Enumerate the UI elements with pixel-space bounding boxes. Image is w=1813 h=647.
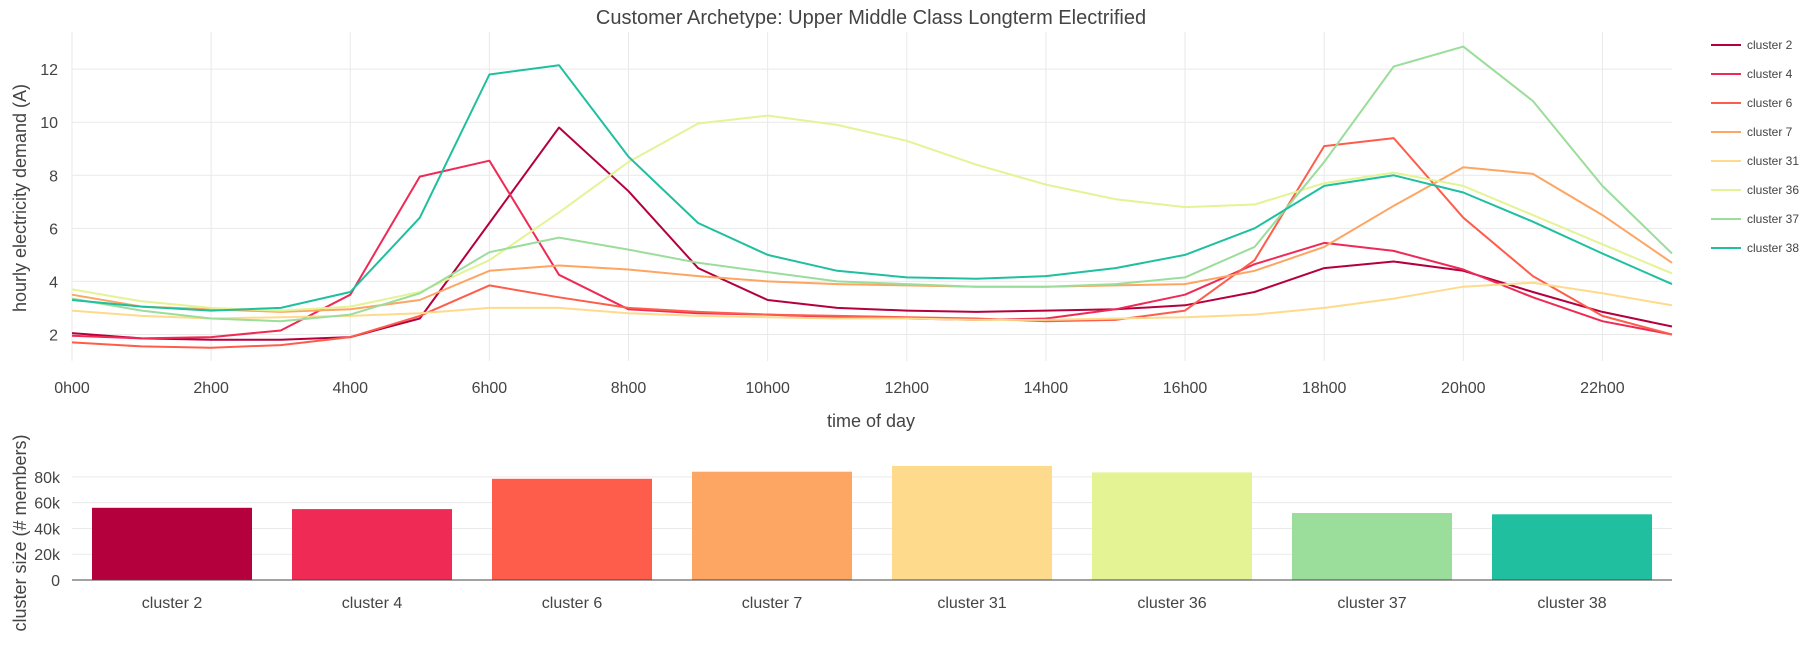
bar-cluster-36 bbox=[1092, 472, 1252, 580]
legend-label: cluster 37 bbox=[1747, 212, 1799, 226]
bar-cluster-6 bbox=[492, 478, 652, 580]
legend-label: cluster 36 bbox=[1747, 183, 1799, 197]
line-y-tick-label: 10 bbox=[40, 115, 58, 132]
series-line-cluster-38 bbox=[71, 64, 1673, 312]
series-line-cluster-7 bbox=[71, 166, 1673, 313]
line-x-tick-label: 8h00 bbox=[611, 380, 647, 397]
bar-cluster-7 bbox=[692, 471, 852, 580]
line-x-tick-label: 4h00 bbox=[332, 380, 368, 397]
legend-label: cluster 38 bbox=[1747, 241, 1799, 255]
bar-cluster-31 bbox=[892, 465, 1052, 580]
line-x-tick-label: 20h00 bbox=[1441, 380, 1486, 397]
line-x-tick-label: 6h00 bbox=[472, 380, 508, 397]
bar-y-axis-title: cluster size (# members) bbox=[10, 434, 30, 631]
line-y-tick-label: 8 bbox=[49, 168, 58, 185]
line-x-tick-label: 16h00 bbox=[1163, 380, 1208, 397]
bar-y-tick-label: 80k bbox=[34, 470, 61, 487]
bar-x-tick-label: cluster 6 bbox=[542, 595, 603, 612]
bar-x-tick-label: cluster 38 bbox=[1537, 595, 1606, 612]
series-line-cluster-6 bbox=[71, 137, 1673, 349]
legend-label: cluster 2 bbox=[1747, 38, 1793, 52]
series-line-cluster-36 bbox=[71, 114, 1673, 312]
bar-cluster-4 bbox=[292, 509, 452, 580]
bar-cluster-2 bbox=[92, 507, 252, 580]
bar-x-tick-label: cluster 37 bbox=[1337, 595, 1406, 612]
line-chart-panel: 0h00 2h00 4h00 6h00 8h00 10h00 12h00 14h00 16h00… bbox=[40, 32, 1673, 397]
chart-title: Customer Archetype: Upper Middle Class L… bbox=[596, 7, 1146, 29]
bar-x-tick-label: cluster 31 bbox=[937, 595, 1006, 612]
bar-cluster-37 bbox=[1292, 513, 1452, 580]
bar-x-tick-label: cluster 2 bbox=[142, 595, 203, 612]
line-y-tick-label: 6 bbox=[49, 221, 58, 238]
line-x-tick-label: 12h00 bbox=[885, 380, 930, 397]
line-x-tick-label: 10h00 bbox=[745, 380, 790, 397]
line-y-tick-label: 4 bbox=[49, 274, 58, 291]
bar-cluster-38 bbox=[1492, 514, 1652, 580]
legend-label: cluster 6 bbox=[1747, 96, 1793, 110]
bar-y-tick-label: 20k bbox=[34, 547, 61, 564]
legend-label: cluster 31 bbox=[1747, 154, 1799, 168]
line-y-tick-label: 12 bbox=[40, 62, 58, 79]
series-line-cluster-4 bbox=[71, 159, 1673, 340]
line-y-axis-title: hourly electricity demand (A) bbox=[10, 84, 30, 312]
series-line-cluster-37 bbox=[71, 45, 1673, 323]
legend-label: cluster 7 bbox=[1747, 125, 1793, 139]
line-x-tick-label: 18h00 bbox=[1302, 380, 1347, 397]
bar-x-tick-label: cluster 7 bbox=[742, 595, 803, 612]
bar-x-tick-label: cluster 36 bbox=[1137, 595, 1206, 612]
line-x-tick-label: 2h00 bbox=[193, 380, 229, 397]
bar-chart-panel: 0 20k 40k 60k 80k cluster 2 cluster 4 cluster 6… bbox=[34, 465, 1672, 612]
line-x-tick-label: 0h00 bbox=[54, 380, 90, 397]
legend[interactable]: cluster 2 cluster 4 cluster 6 cluster 7 clus… bbox=[1711, 38, 1799, 255]
line-x-tick-label: 22h00 bbox=[1580, 380, 1625, 397]
bar-x-tick-label: cluster 4 bbox=[342, 595, 403, 612]
bar-y-tick-label: 40k bbox=[34, 521, 61, 538]
bar-y-tick-label: 60k bbox=[34, 496, 61, 513]
line-x-axis-title: time of day bbox=[827, 411, 915, 431]
bar-y-tick-label: 0 bbox=[51, 573, 60, 590]
line-x-tick-label: 14h00 bbox=[1024, 380, 1069, 397]
legend-label: cluster 4 bbox=[1747, 67, 1793, 81]
line-y-tick-label: 2 bbox=[49, 327, 58, 344]
